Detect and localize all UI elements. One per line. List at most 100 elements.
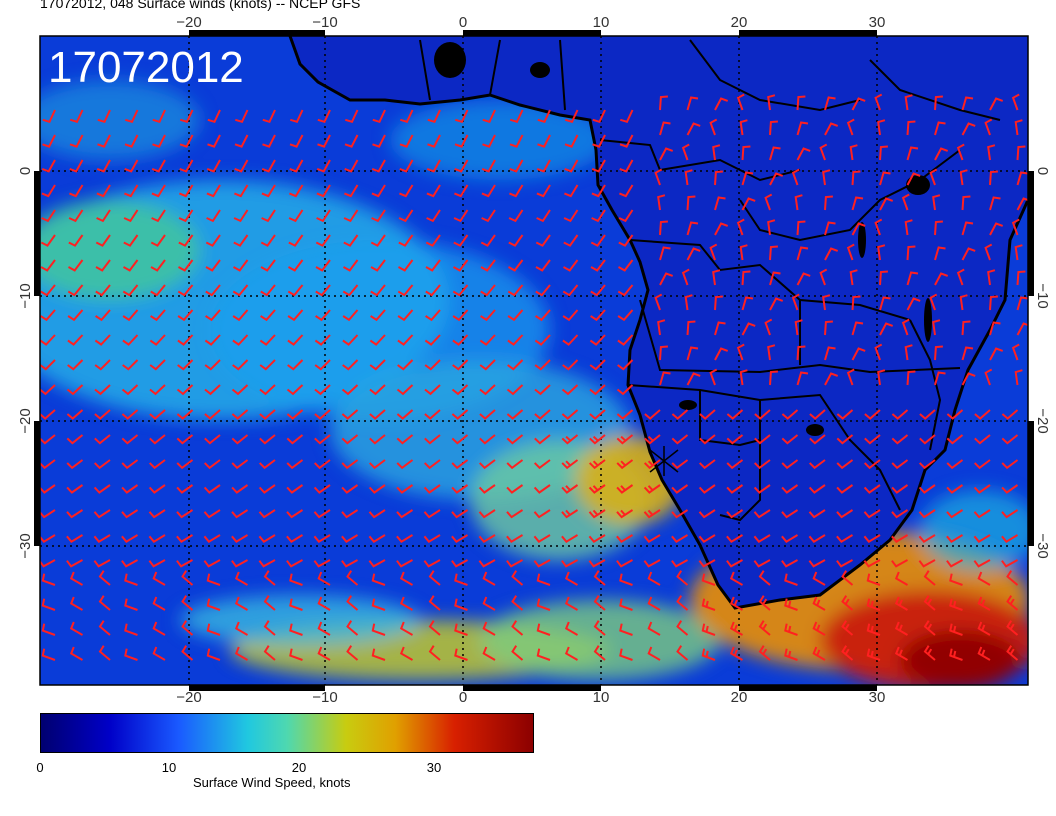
wind-barb bbox=[123, 259, 139, 272]
wind-barb bbox=[918, 534, 936, 543]
wind-barb bbox=[961, 221, 974, 236]
wind-barb bbox=[961, 195, 971, 211]
wind-barb bbox=[94, 359, 111, 371]
wind-barb bbox=[234, 596, 248, 611]
wind-barb bbox=[424, 384, 441, 396]
wind-barb bbox=[151, 209, 166, 223]
wind-barb bbox=[397, 284, 414, 297]
wind-barb bbox=[454, 159, 469, 173]
wind-barb bbox=[561, 484, 579, 494]
wind-barb bbox=[973, 534, 991, 543]
wind-barb bbox=[68, 209, 84, 223]
wind-barb bbox=[984, 118, 993, 136]
wind-barb bbox=[824, 247, 839, 261]
wind-barb bbox=[753, 484, 771, 494]
wind-barb bbox=[753, 559, 771, 568]
wind-barb bbox=[287, 334, 304, 346]
wind-barb bbox=[961, 122, 976, 136]
wind-barb bbox=[368, 509, 386, 519]
wind-barb bbox=[1016, 197, 1028, 211]
wind-barb bbox=[956, 143, 965, 161]
wind-barb bbox=[451, 559, 468, 568]
wind-barb bbox=[824, 346, 836, 361]
wind-barb bbox=[794, 194, 803, 211]
wind-barb bbox=[906, 120, 916, 136]
wind-barb bbox=[1006, 620, 1019, 636]
wind-barb bbox=[536, 159, 551, 173]
wind-barb bbox=[647, 621, 661, 636]
wind-barb bbox=[1001, 559, 1018, 568]
wind-barb bbox=[179, 134, 194, 148]
wind-barb bbox=[371, 623, 386, 636]
wind-barb bbox=[258, 484, 276, 494]
lon-tick-bottom: 10 bbox=[593, 689, 610, 706]
wind-barb bbox=[346, 570, 359, 586]
wind-barb bbox=[590, 259, 606, 272]
wind-barb bbox=[152, 571, 166, 586]
wind-barb bbox=[316, 159, 331, 173]
wind-barb bbox=[808, 509, 826, 519]
wind-barb bbox=[262, 109, 276, 124]
wind-barb bbox=[984, 243, 993, 261]
wind-barb bbox=[619, 623, 633, 636]
wind-barb bbox=[739, 369, 748, 386]
wind-barb bbox=[396, 534, 414, 543]
wind-barb bbox=[480, 234, 496, 247]
wind-barb bbox=[121, 484, 139, 494]
wind-barb bbox=[536, 209, 551, 223]
wind-barb bbox=[428, 645, 441, 661]
wind-barb bbox=[511, 570, 524, 586]
wind-barb bbox=[508, 234, 524, 247]
wind-barb bbox=[205, 259, 221, 272]
wind-barb bbox=[124, 573, 138, 586]
wind-barb bbox=[152, 646, 166, 661]
wind-barb bbox=[423, 559, 441, 568]
wind-barb bbox=[428, 620, 441, 636]
wind-barb bbox=[904, 219, 913, 236]
wind-barb bbox=[290, 109, 304, 124]
wind-barb bbox=[510, 109, 524, 124]
wind-barb bbox=[1014, 369, 1023, 386]
wind-barb bbox=[977, 621, 991, 636]
wind-barb bbox=[619, 648, 633, 661]
wind-barb bbox=[796, 371, 809, 386]
wind-barb bbox=[454, 648, 468, 661]
wind-barb bbox=[346, 620, 359, 636]
wind-barb bbox=[40, 459, 56, 470]
wind-barb bbox=[231, 459, 249, 470]
wind-barb bbox=[425, 309, 441, 322]
wind-barb bbox=[454, 184, 469, 198]
wind-barb bbox=[369, 334, 386, 346]
wind-barb bbox=[866, 573, 881, 586]
wind-barb bbox=[781, 434, 799, 445]
wind-barb bbox=[849, 144, 858, 161]
wind-barb bbox=[961, 372, 976, 386]
wind-barb bbox=[824, 221, 836, 236]
lat-tick-left: −10 bbox=[17, 283, 34, 308]
wind-barb bbox=[148, 509, 166, 519]
wind-barb bbox=[344, 159, 359, 173]
wind-barb bbox=[654, 293, 663, 311]
wind-barb bbox=[698, 509, 716, 519]
wind-barb bbox=[686, 372, 701, 386]
wind-barb bbox=[427, 109, 441, 124]
wind-barb bbox=[66, 459, 84, 470]
wind-barb bbox=[149, 359, 166, 371]
wind-barb bbox=[287, 359, 304, 371]
wind-barb bbox=[961, 320, 971, 336]
lon-tick-top: −10 bbox=[312, 14, 337, 31]
wind-barb bbox=[480, 259, 496, 272]
wind-barb bbox=[534, 334, 551, 346]
wind-barb bbox=[93, 534, 111, 543]
wind-barb bbox=[176, 384, 194, 396]
wind-barb bbox=[714, 222, 729, 236]
wind-barb bbox=[399, 571, 413, 586]
wind-barb bbox=[758, 570, 771, 586]
wind-barb bbox=[729, 571, 743, 586]
wind-barb bbox=[121, 509, 139, 519]
wind-barb bbox=[974, 434, 991, 445]
wind-barb bbox=[592, 109, 606, 124]
wind-barb bbox=[561, 409, 579, 420]
wind-barb bbox=[317, 621, 331, 636]
wind-barb bbox=[289, 184, 304, 198]
